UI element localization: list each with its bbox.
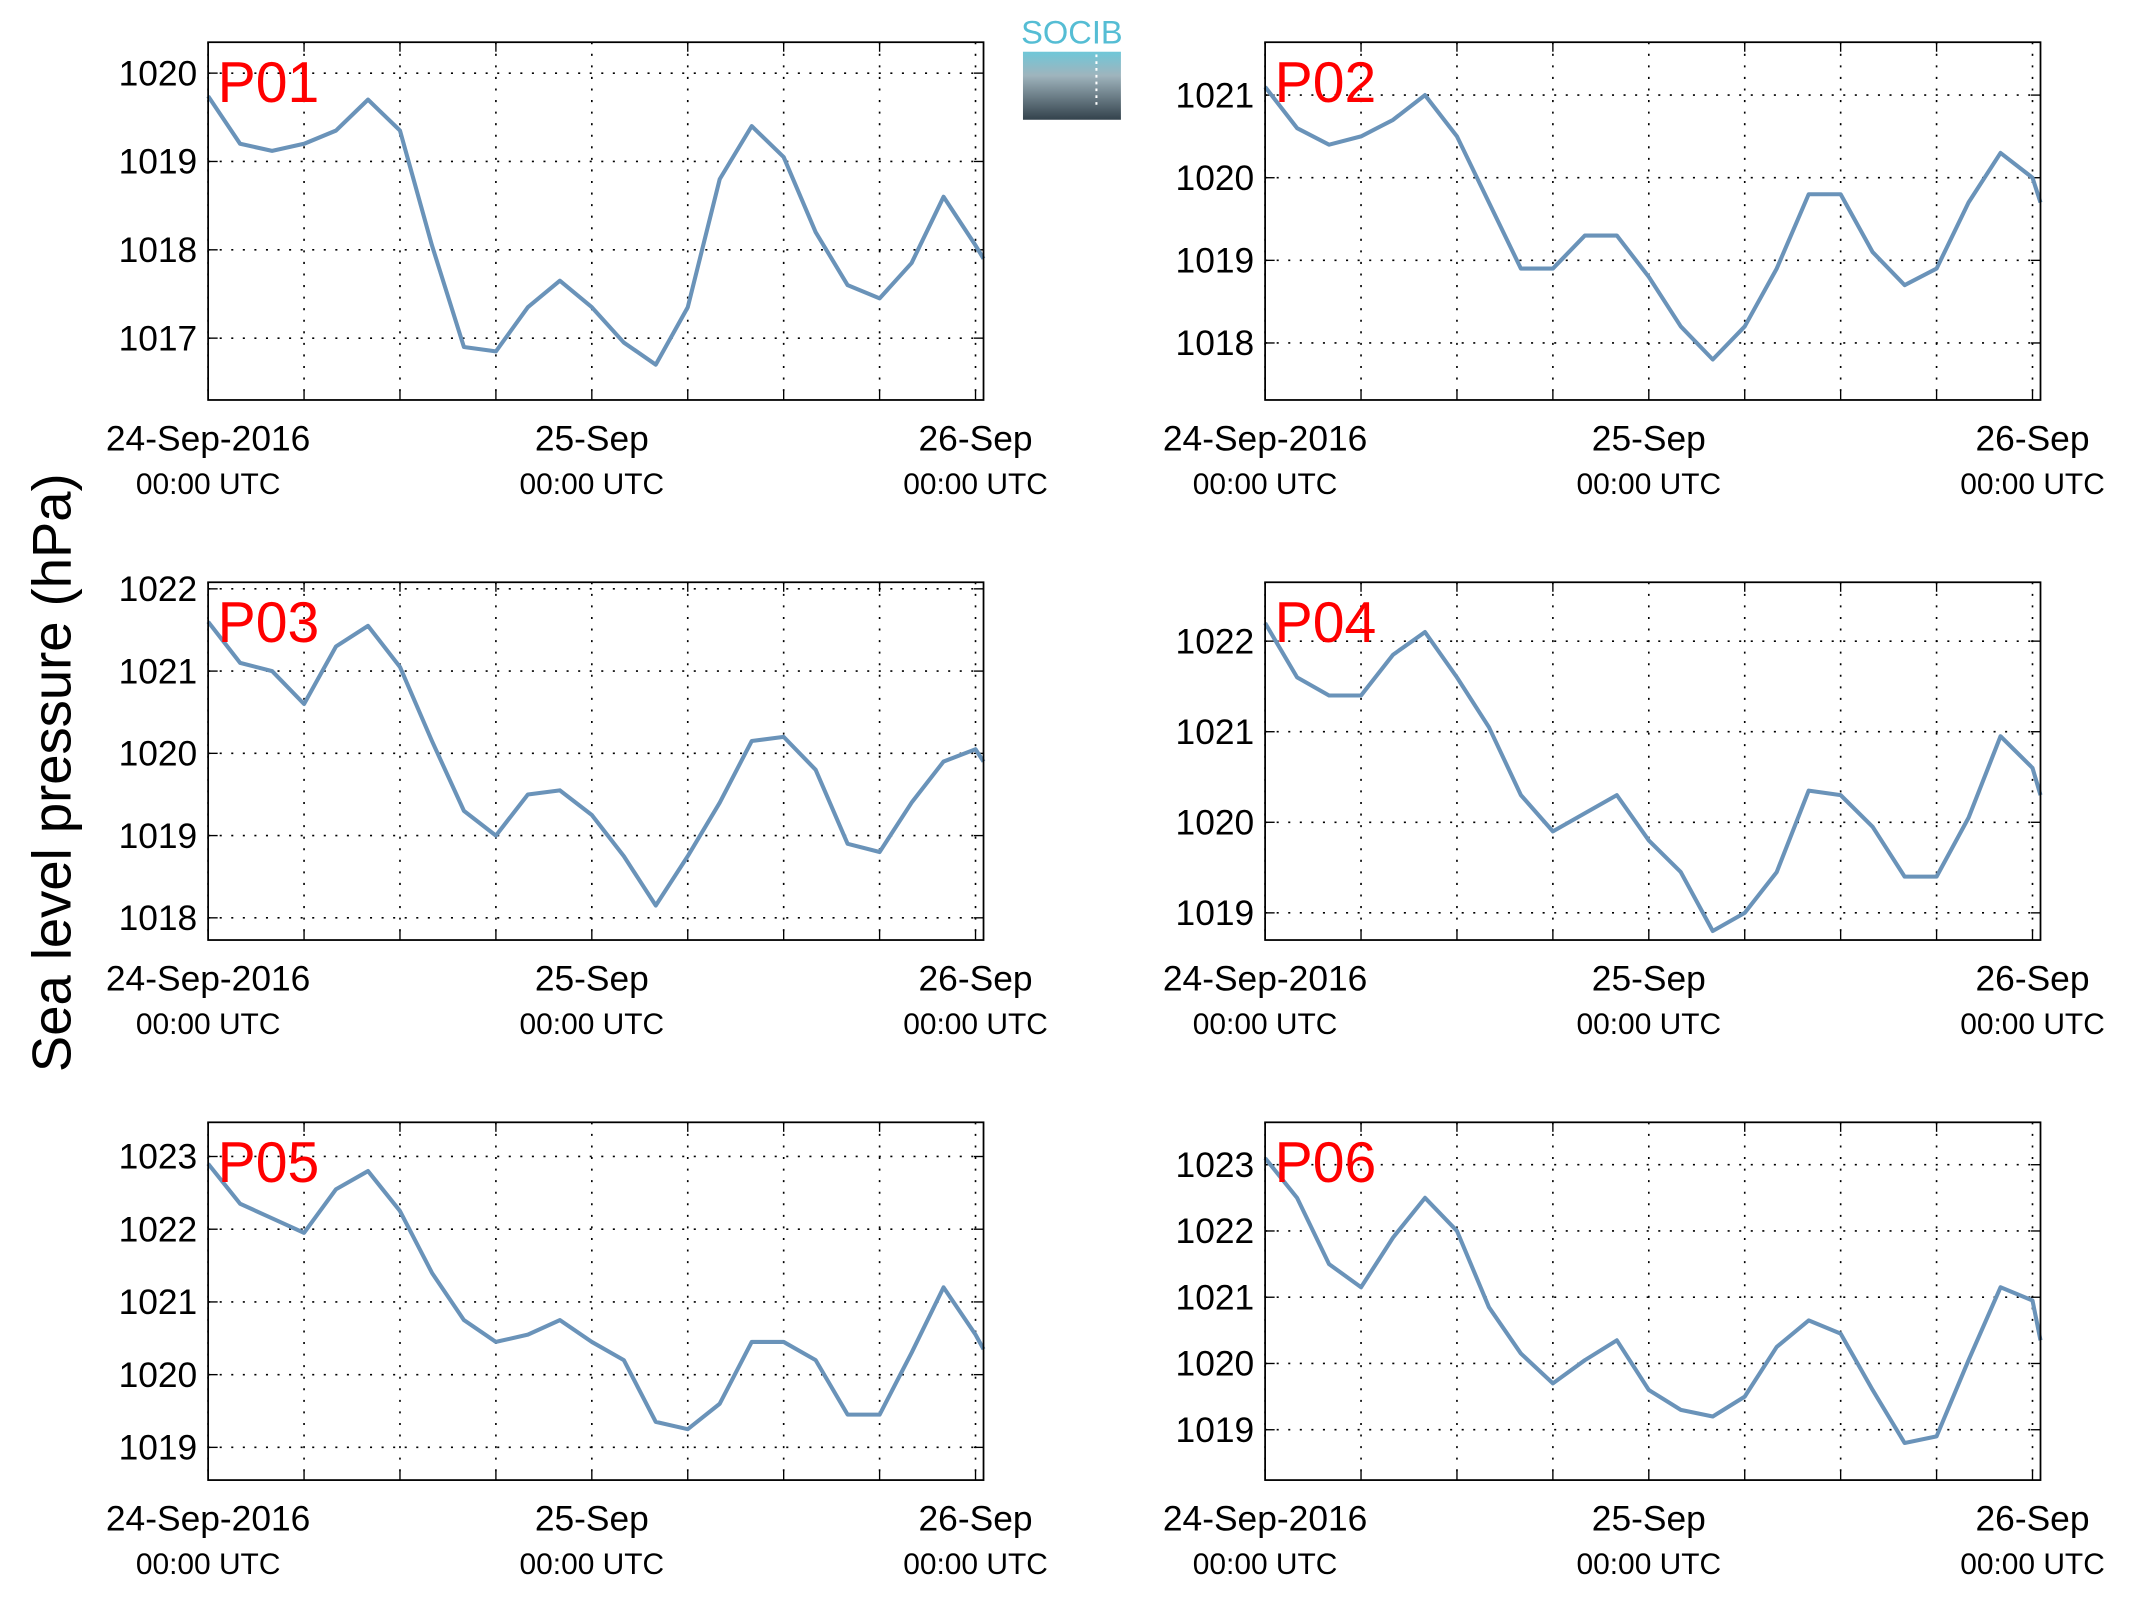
x-tick-sublabel: 00:00 UTC — [136, 468, 281, 501]
x-tick-sublabel: 00:00 UTC — [1576, 468, 1721, 501]
y-tick-label: 1020 — [1176, 159, 1255, 198]
y-tick-label: 1021 — [1176, 713, 1255, 752]
x-tick-label: 26-Sep — [1975, 959, 2089, 998]
x-tick-label: 25-Sep — [1592, 1499, 1706, 1538]
x-tick-label: 25-Sep — [535, 419, 649, 458]
plot-frame — [1264, 581, 2042, 941]
chart-title: P04 — [1275, 591, 1377, 655]
x-tick-sublabel: 00:00 UTC — [903, 1008, 1048, 1041]
y-tick-label: 1017 — [119, 319, 198, 358]
y-tick-label: 1022 — [119, 1210, 198, 1249]
y-tick-label: 1018 — [119, 231, 198, 270]
x-tick-label: 26-Sep — [919, 419, 1033, 458]
y-tick-label: 1019 — [1176, 242, 1255, 281]
x-tick-sublabel: 00:00 UTC — [1960, 468, 2105, 501]
x-tick-label: 24-Sep-2016 — [1163, 959, 1367, 998]
y-tick-label: 1019 — [1176, 894, 1255, 933]
chart-title: P05 — [218, 1131, 320, 1195]
y-tick-label: 1021 — [119, 1283, 198, 1322]
y-tick-label: 1023 — [1176, 1146, 1255, 1185]
x-tick-sublabel: 00:00 UTC — [520, 468, 665, 501]
data-line — [206, 94, 986, 367]
x-tick-label: 24-Sep-2016 — [106, 419, 310, 458]
x-tick-sublabel: 00:00 UTC — [1193, 1008, 1338, 1041]
y-tick-label: 1019 — [119, 143, 198, 182]
x-tick-sublabel: 00:00 UTC — [520, 1008, 665, 1041]
y-tick-label: 1021 — [119, 652, 198, 691]
x-tick-label: 24-Sep-2016 — [106, 1499, 310, 1538]
data-line — [1263, 1156, 2043, 1446]
data-line — [1263, 621, 2043, 934]
y-tick-label: 1023 — [119, 1138, 198, 1177]
x-tick-label: 26-Sep — [919, 959, 1033, 998]
x-tick-sublabel: 00:00 UTC — [1576, 1548, 1721, 1581]
y-tick-label: 1020 — [1176, 804, 1255, 843]
x-tick-label: 26-Sep — [1975, 1499, 2089, 1538]
x-tick-label: 26-Sep — [919, 1499, 1033, 1538]
y-tick-label: 1019 — [119, 1429, 198, 1468]
x-tick-sublabel: 00:00 UTC — [136, 1548, 281, 1581]
logo-box — [1022, 51, 1121, 120]
x-tick-sublabel: 00:00 UTC — [1193, 1548, 1338, 1581]
y-tick-label: 1021 — [1176, 1278, 1255, 1317]
x-tick-label: 25-Sep — [535, 959, 649, 998]
y-axis-label: Sea level pressure (hPa) — [22, 473, 83, 1072]
chart-title: P01 — [218, 51, 320, 115]
x-tick-sublabel: 00:00 UTC — [1960, 1008, 2105, 1041]
x-tick-sublabel: 00:00 UTC — [1576, 1008, 1721, 1041]
x-tick-sublabel: 00:00 UTC — [520, 1548, 665, 1581]
y-tick-label: 1019 — [119, 817, 198, 856]
x-tick-label: 24-Sep-2016 — [1163, 1499, 1367, 1538]
x-tick-label: 25-Sep — [1592, 959, 1706, 998]
y-tick-label: 1020 — [119, 735, 198, 774]
plot-area — [1265, 1122, 2041, 1481]
plot-area — [1265, 582, 2041, 941]
x-tick-sublabel: 00:00 UTC — [1193, 468, 1338, 501]
chart-title: P03 — [218, 591, 320, 655]
y-tick-label: 1022 — [1176, 1212, 1255, 1251]
y-tick-label: 1022 — [119, 570, 198, 609]
y-tick-label: 1020 — [119, 1356, 198, 1395]
plot-area — [1265, 42, 2041, 400]
plot-frame — [1264, 41, 2042, 401]
x-tick-label: 24-Sep-2016 — [1163, 419, 1367, 458]
data-line — [1263, 85, 2043, 362]
chart-title: P02 — [1275, 51, 1377, 115]
x-tick-label: 25-Sep — [1592, 419, 1706, 458]
plot-frame — [207, 1121, 985, 1481]
plot-frame — [1264, 1121, 2042, 1481]
chart-title: P06 — [1275, 1131, 1377, 1195]
y-tick-label: 1018 — [119, 899, 198, 938]
plot-frame — [207, 41, 985, 401]
x-tick-label: 25-Sep — [535, 1499, 649, 1538]
data-line — [206, 620, 986, 908]
plot-area — [208, 582, 984, 941]
x-tick-sublabel: 00:00 UTC — [136, 1008, 281, 1041]
logo-text: SOCIB — [1021, 14, 1123, 51]
y-tick-label: 1020 — [119, 54, 198, 93]
plot-area — [208, 42, 984, 400]
y-tick-label: 1020 — [1176, 1345, 1255, 1384]
data-line — [206, 1162, 986, 1432]
x-tick-label: 24-Sep-2016 — [106, 959, 310, 998]
y-tick-label: 1018 — [1176, 324, 1255, 363]
x-tick-sublabel: 00:00 UTC — [903, 1548, 1048, 1581]
y-tick-label: 1021 — [1176, 76, 1255, 115]
x-tick-sublabel: 00:00 UTC — [903, 468, 1048, 501]
plot-frame — [207, 581, 985, 941]
y-tick-label: 1022 — [1176, 622, 1255, 661]
x-tick-sublabel: 00:00 UTC — [1960, 1548, 2105, 1581]
y-tick-label: 1019 — [1176, 1411, 1255, 1450]
x-tick-label: 26-Sep — [1975, 419, 2089, 458]
